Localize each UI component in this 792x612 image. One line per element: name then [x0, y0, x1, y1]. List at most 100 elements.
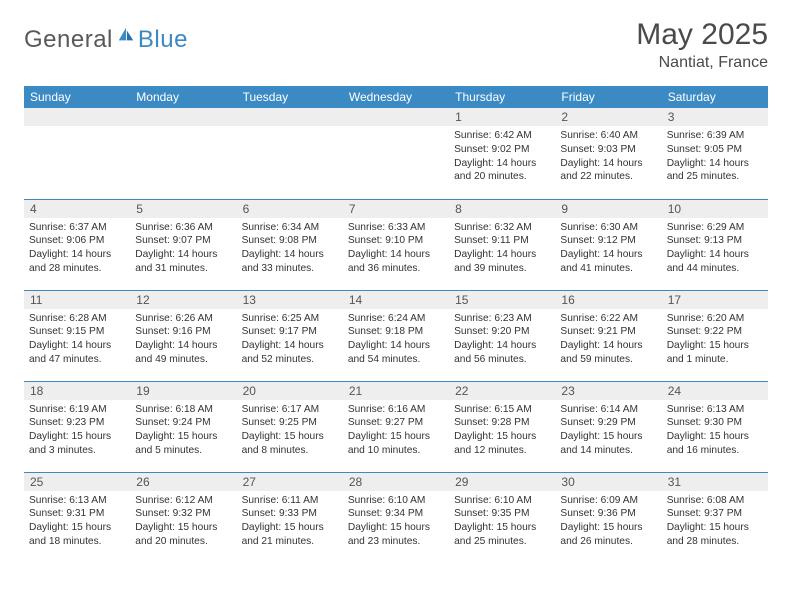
- daylight-line: Daylight: 15 hours and 3 minutes.: [29, 430, 125, 458]
- day-details: [24, 126, 130, 186]
- calendar-cell: [237, 108, 343, 199]
- day-details: Sunrise: 6:33 AMSunset: 9:10 PMDaylight:…: [343, 218, 449, 278]
- day-number: 9: [555, 200, 661, 218]
- calendar-cell: 6 Sunrise: 6:34 AMSunset: 9:08 PMDaylight…: [237, 199, 343, 290]
- calendar-row: 11Sunrise: 6:28 AMSunset: 9:15 PMDayligh…: [24, 290, 768, 381]
- brand-text-2: Blue: [138, 26, 188, 54]
- daylight-line: Daylight: 15 hours and 8 minutes.: [242, 430, 338, 458]
- sunrise-line: Sunrise: 6:16 AM: [348, 403, 444, 417]
- daylight-line: Daylight: 14 hours and 33 minutes.: [242, 248, 338, 276]
- weekday-header: Thursday: [449, 86, 555, 108]
- day-number: 2: [555, 108, 661, 126]
- day-number: 4: [24, 200, 130, 218]
- calendar-cell: 9Sunrise: 6:30 AMSunset: 9:12 PMDaylight…: [555, 199, 661, 290]
- sunset-line: Sunset: 9:08 PM: [242, 234, 338, 248]
- calendar-cell: 26Sunrise: 6:12 AMSunset: 9:32 PMDayligh…: [130, 472, 236, 563]
- day-number: 21: [343, 382, 449, 400]
- day-details: Sunrise: 6:09 AMSunset: 9:36 PMDaylight:…: [555, 491, 661, 551]
- day-number: [24, 108, 130, 126]
- sunrise-line: Sunrise: 6:42 AM: [454, 129, 550, 143]
- day-number: 11: [24, 291, 130, 309]
- day-details: Sunrise: 6:11 AMSunset: 9:33 PMDaylight:…: [237, 491, 343, 551]
- daylight-line: Daylight: 14 hours and 54 minutes.: [348, 339, 444, 367]
- sunrise-line: Sunrise: 6:08 AM: [667, 494, 763, 508]
- day-number: 14: [343, 291, 449, 309]
- sunset-line: Sunset: 9:05 PM: [667, 143, 763, 157]
- day-details: Sunrise: 6:16 AMSunset: 9:27 PMDaylight:…: [343, 400, 449, 460]
- calendar-row: 1Sunrise: 6:42 AMSunset: 9:02 PMDaylight…: [24, 108, 768, 199]
- sunrise-line: Sunrise: 6:36 AM: [135, 221, 231, 235]
- sunrise-line: Sunrise: 6:20 AM: [667, 312, 763, 326]
- daylight-line: Daylight: 15 hours and 14 minutes.: [560, 430, 656, 458]
- day-number: [237, 108, 343, 126]
- sunset-line: Sunset: 9:31 PM: [29, 507, 125, 521]
- sunrise-line: Sunrise: 6:37 AM: [29, 221, 125, 235]
- weekday-header: Monday: [130, 86, 236, 108]
- day-details: Sunrise: 6:18 AMSunset: 9:24 PMDaylight:…: [130, 400, 236, 460]
- sunset-line: Sunset: 9:27 PM: [348, 416, 444, 430]
- day-details: Sunrise: 6:13 AMSunset: 9:31 PMDaylight:…: [24, 491, 130, 551]
- calendar-table: Sunday Monday Tuesday Wednesday Thursday…: [24, 86, 768, 563]
- day-number: 13: [237, 291, 343, 309]
- calendar-cell: 31Sunrise: 6:08 AMSunset: 9:37 PMDayligh…: [662, 472, 768, 563]
- day-number: 29: [449, 473, 555, 491]
- calendar-cell: 15Sunrise: 6:23 AMSunset: 9:20 PMDayligh…: [449, 290, 555, 381]
- daylight-line: Daylight: 14 hours and 49 minutes.: [135, 339, 231, 367]
- sunrise-line: Sunrise: 6:13 AM: [667, 403, 763, 417]
- sunset-line: Sunset: 9:03 PM: [560, 143, 656, 157]
- month-title: May 2025: [636, 18, 768, 52]
- daylight-line: Daylight: 15 hours and 5 minutes.: [135, 430, 231, 458]
- daylight-line: Daylight: 14 hours and 36 minutes.: [348, 248, 444, 276]
- sunset-line: Sunset: 9:21 PM: [560, 325, 656, 339]
- day-details: Sunrise: 6:23 AMSunset: 9:20 PMDaylight:…: [449, 309, 555, 369]
- day-number: 30: [555, 473, 661, 491]
- day-details: Sunrise: 6:29 AMSunset: 9:13 PMDaylight:…: [662, 218, 768, 278]
- sunrise-line: Sunrise: 6:22 AM: [560, 312, 656, 326]
- day-details: Sunrise: 6:17 AMSunset: 9:25 PMDaylight:…: [237, 400, 343, 460]
- brand-text-1: General: [24, 26, 113, 54]
- calendar-cell: [343, 108, 449, 199]
- day-number: 27: [237, 473, 343, 491]
- sunset-line: Sunset: 9:24 PM: [135, 416, 231, 430]
- calendar-cell: 29Sunrise: 6:10 AMSunset: 9:35 PMDayligh…: [449, 472, 555, 563]
- daylight-line: Daylight: 15 hours and 12 minutes.: [454, 430, 550, 458]
- daylight-line: Daylight: 15 hours and 25 minutes.: [454, 521, 550, 549]
- calendar-cell: 28Sunrise: 6:10 AMSunset: 9:34 PMDayligh…: [343, 472, 449, 563]
- day-details: Sunrise: 6:37 AMSunset: 9:06 PMDaylight:…: [24, 218, 130, 278]
- sunrise-line: Sunrise: 6:24 AM: [348, 312, 444, 326]
- sunrise-line: Sunrise: 6:10 AM: [348, 494, 444, 508]
- sunset-line: Sunset: 9:37 PM: [667, 507, 763, 521]
- sunset-line: Sunset: 9:10 PM: [348, 234, 444, 248]
- daylight-line: Daylight: 14 hours and 28 minutes.: [29, 248, 125, 276]
- day-details: Sunrise: 6:10 AMSunset: 9:34 PMDaylight:…: [343, 491, 449, 551]
- sunrise-line: Sunrise: 6:40 AM: [560, 129, 656, 143]
- day-details: Sunrise: 6:39 AMSunset: 9:05 PMDaylight:…: [662, 126, 768, 186]
- calendar-cell: [24, 108, 130, 199]
- sunset-line: Sunset: 9:23 PM: [29, 416, 125, 430]
- day-details: Sunrise: 6:13 AMSunset: 9:30 PMDaylight:…: [662, 400, 768, 460]
- daylight-line: Daylight: 14 hours and 31 minutes.: [135, 248, 231, 276]
- sunset-line: Sunset: 9:36 PM: [560, 507, 656, 521]
- calendar-row: 25Sunrise: 6:13 AMSunset: 9:31 PMDayligh…: [24, 472, 768, 563]
- calendar-cell: 2Sunrise: 6:40 AMSunset: 9:03 PMDaylight…: [555, 108, 661, 199]
- day-details: Sunrise: 6:30 AMSunset: 9:12 PMDaylight:…: [555, 218, 661, 278]
- day-details: Sunrise: 6:28 AMSunset: 9:15 PMDaylight:…: [24, 309, 130, 369]
- day-details: Sunrise: 6:08 AMSunset: 9:37 PMDaylight:…: [662, 491, 768, 551]
- calendar-row: 18Sunrise: 6:19 AMSunset: 9:23 PMDayligh…: [24, 381, 768, 472]
- sunrise-line: Sunrise: 6:32 AM: [454, 221, 550, 235]
- sunset-line: Sunset: 9:16 PM: [135, 325, 231, 339]
- daylight-line: Daylight: 14 hours and 41 minutes.: [560, 248, 656, 276]
- day-details: Sunrise: 6:20 AMSunset: 9:22 PMDaylight:…: [662, 309, 768, 369]
- calendar-cell: 27Sunrise: 6:11 AMSunset: 9:33 PMDayligh…: [237, 472, 343, 563]
- day-details: Sunrise: 6:19 AMSunset: 9:23 PMDaylight:…: [24, 400, 130, 460]
- weekday-header: Wednesday: [343, 86, 449, 108]
- weekday-header: Sunday: [24, 86, 130, 108]
- day-details: Sunrise: 6:42 AMSunset: 9:02 PMDaylight:…: [449, 126, 555, 186]
- day-number: 25: [24, 473, 130, 491]
- day-number: 6: [237, 200, 343, 218]
- weekday-header: Tuesday: [237, 86, 343, 108]
- day-details: Sunrise: 6:26 AMSunset: 9:16 PMDaylight:…: [130, 309, 236, 369]
- calendar-body: 1Sunrise: 6:42 AMSunset: 9:02 PMDaylight…: [24, 108, 768, 563]
- sunrise-line: Sunrise: 6:26 AM: [135, 312, 231, 326]
- sunrise-line: Sunrise: 6:34 AM: [242, 221, 338, 235]
